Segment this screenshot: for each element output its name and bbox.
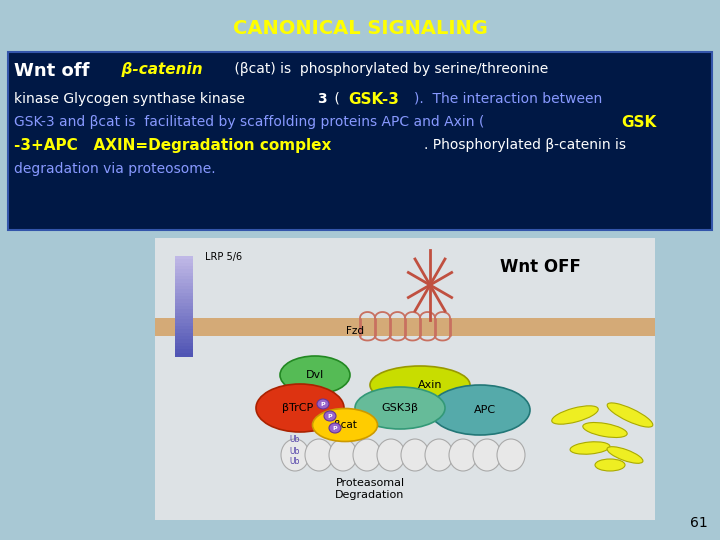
FancyBboxPatch shape — [8, 52, 712, 230]
Text: P: P — [328, 414, 333, 418]
Bar — [175, 276, 193, 280]
Ellipse shape — [607, 403, 653, 427]
Bar — [175, 339, 193, 343]
Text: Axin: Axin — [418, 380, 442, 390]
Ellipse shape — [473, 439, 501, 471]
Bar — [175, 282, 193, 287]
Ellipse shape — [582, 422, 627, 437]
Ellipse shape — [430, 385, 530, 435]
Text: APC: APC — [474, 405, 496, 415]
Bar — [175, 329, 193, 334]
Ellipse shape — [312, 408, 377, 442]
Text: (: ( — [330, 92, 344, 106]
Bar — [175, 319, 193, 323]
Text: -3+APC   AXIN=Degradation complex: -3+APC AXIN=Degradation complex — [14, 138, 331, 153]
Ellipse shape — [317, 399, 329, 409]
Ellipse shape — [449, 439, 477, 471]
Bar — [175, 309, 193, 314]
Text: GSK3β: GSK3β — [382, 403, 418, 413]
Ellipse shape — [552, 406, 598, 424]
Text: GSK-3: GSK-3 — [348, 92, 399, 107]
Ellipse shape — [281, 439, 309, 471]
Bar — [175, 313, 193, 317]
Ellipse shape — [256, 384, 344, 432]
Text: β-catenin: β-catenin — [112, 62, 203, 77]
Bar — [175, 343, 193, 347]
Text: βcat: βcat — [333, 420, 356, 430]
Bar — [175, 326, 193, 330]
Text: 3: 3 — [318, 92, 327, 106]
Bar — [175, 299, 193, 303]
Text: P: P — [333, 426, 337, 430]
Text: . Phosphorylated β-catenin is: . Phosphorylated β-catenin is — [423, 138, 626, 152]
Bar — [175, 306, 193, 310]
Bar — [175, 336, 193, 340]
Bar — [175, 349, 193, 354]
Text: degradation via proteosome.: degradation via proteosome. — [14, 162, 215, 176]
Ellipse shape — [595, 459, 625, 471]
Text: (βcat) is  phosphorylated by serine/threonine: (βcat) is phosphorylated by serine/threo… — [230, 62, 548, 76]
Text: Ub: Ub — [290, 447, 300, 456]
Text: 61: 61 — [690, 516, 708, 530]
Ellipse shape — [607, 447, 643, 463]
Bar — [175, 302, 193, 307]
Text: CANONICAL SIGNALING: CANONICAL SIGNALING — [233, 18, 487, 37]
Bar — [175, 346, 193, 350]
Bar — [175, 266, 193, 271]
Bar — [175, 293, 193, 297]
Text: ).  The interaction between: ). The interaction between — [414, 92, 602, 106]
Bar — [175, 262, 193, 267]
Ellipse shape — [324, 411, 336, 421]
Bar — [175, 286, 193, 291]
Text: GSK: GSK — [621, 115, 656, 130]
Bar — [175, 289, 193, 294]
Ellipse shape — [401, 439, 429, 471]
Text: kinase Glycogen synthase kinase: kinase Glycogen synthase kinase — [14, 92, 249, 106]
Text: Fzd: Fzd — [346, 326, 364, 336]
Ellipse shape — [497, 439, 525, 471]
Text: Dvl: Dvl — [306, 370, 324, 380]
Ellipse shape — [377, 439, 405, 471]
Ellipse shape — [370, 366, 470, 404]
Bar — [175, 269, 193, 274]
Text: LRP 5/6: LRP 5/6 — [205, 252, 242, 262]
Text: Proteasomal
Degradation: Proteasomal Degradation — [336, 478, 405, 501]
Bar — [175, 259, 193, 264]
Ellipse shape — [355, 387, 445, 429]
Bar — [175, 256, 193, 260]
Ellipse shape — [570, 442, 610, 454]
FancyBboxPatch shape — [155, 238, 655, 520]
Ellipse shape — [305, 439, 333, 471]
Ellipse shape — [353, 439, 381, 471]
Text: Ub: Ub — [290, 457, 300, 467]
Text: Wnt OFF: Wnt OFF — [500, 258, 580, 276]
Bar — [175, 296, 193, 300]
Ellipse shape — [329, 423, 341, 433]
Bar — [175, 323, 193, 327]
Bar — [175, 279, 193, 284]
Text: P: P — [320, 402, 325, 407]
Bar — [175, 353, 193, 357]
Text: GSK-3 and βcat is  facilitated by scaffolding proteins APC and Axin (: GSK-3 and βcat is facilitated by scaffol… — [14, 115, 485, 129]
Ellipse shape — [329, 439, 357, 471]
Text: Wnt off: Wnt off — [14, 62, 89, 80]
Bar — [175, 333, 193, 337]
Text: Ub: Ub — [290, 435, 300, 444]
Ellipse shape — [425, 439, 453, 471]
Bar — [155, 318, 655, 336]
Bar — [175, 316, 193, 320]
Text: βTrCP: βTrCP — [282, 403, 314, 413]
Bar — [175, 273, 193, 277]
Ellipse shape — [280, 356, 350, 394]
